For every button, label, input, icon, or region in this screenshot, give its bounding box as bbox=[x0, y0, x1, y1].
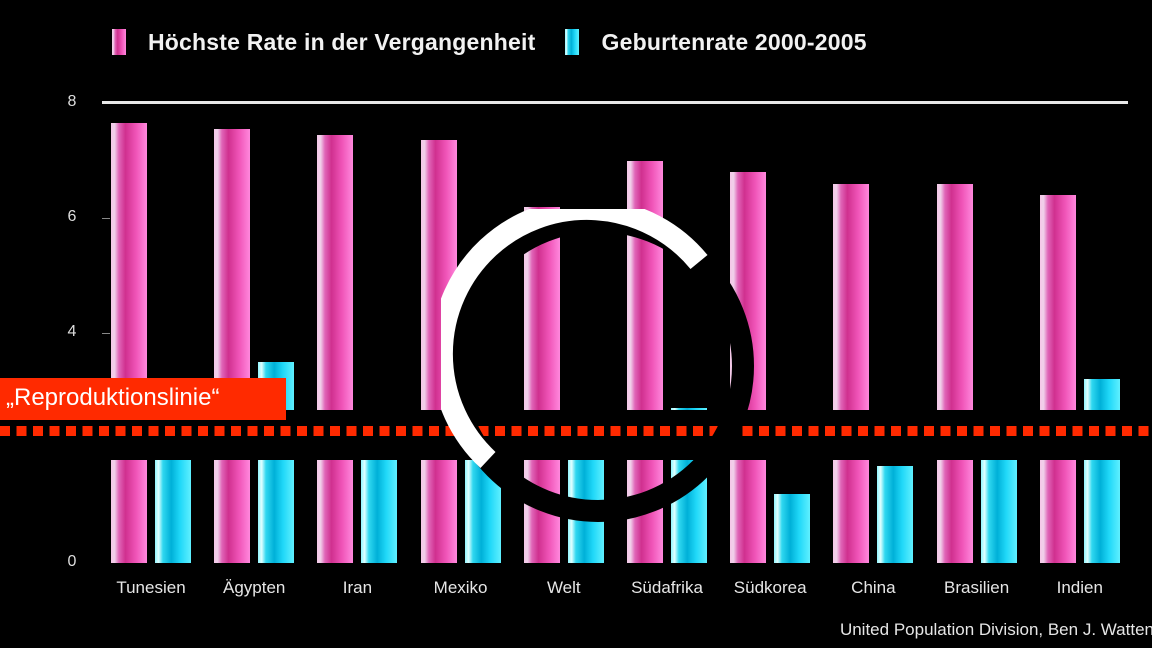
x-axis-label: China bbox=[851, 578, 896, 597]
x-axis-label: Welt bbox=[546, 578, 581, 597]
y-tick-8: 8 bbox=[67, 93, 77, 110]
legend: Höchste Rate in der Vergangenheit Geburt… bbox=[112, 22, 897, 62]
bar-current-lower bbox=[155, 460, 191, 563]
bar-highest-upper bbox=[627, 160, 663, 410]
bar-highest-lower bbox=[420, 460, 457, 563]
x-axis-label: Iran bbox=[342, 578, 373, 597]
y-tick-4: 4 bbox=[67, 323, 77, 340]
bar-current-lower bbox=[774, 494, 811, 563]
legend-label: Höchste Rate in der Vergangenheit bbox=[148, 28, 536, 55]
loading-spinner-icon bbox=[441, 209, 754, 522]
x-axis-label: Ägypten bbox=[222, 578, 286, 597]
bar-highest-upper bbox=[1039, 195, 1076, 410]
bar-current-lower bbox=[877, 465, 914, 563]
reproduction-dotted-line bbox=[0, 426, 1152, 436]
legend-item-birthrate: Geburtenrate 2000-2005 bbox=[565, 28, 867, 56]
y-tick-0: 0 bbox=[67, 553, 77, 570]
legend-swatch-magenta bbox=[112, 29, 126, 55]
bar-current-upper bbox=[1083, 379, 1120, 410]
x-axis-label: Tunesien bbox=[116, 578, 186, 597]
axis-top-line bbox=[102, 101, 1128, 104]
bar-current-lower bbox=[980, 460, 1017, 563]
source-credit: United Population Division, Ben J. Watte… bbox=[839, 620, 1152, 639]
bar-highest-upper bbox=[936, 183, 973, 410]
legend-label: Geburtenrate 2000-2005 bbox=[601, 28, 867, 55]
bar-current-lower bbox=[258, 460, 295, 563]
bar-highest-lower bbox=[1039, 460, 1076, 563]
y-tick-6: 6 bbox=[67, 208, 77, 225]
x-axis-label: Südafrika bbox=[631, 578, 703, 597]
bar-highest-upper bbox=[214, 128, 251, 410]
bar-current-upper bbox=[671, 407, 707, 410]
bar-current-lower bbox=[1083, 460, 1120, 563]
y-tick-mark bbox=[102, 218, 110, 219]
x-axis-label: Südkorea bbox=[733, 578, 807, 597]
bar-highest-lower bbox=[317, 460, 354, 563]
reproduction-line-label: „Reproduktionslinie“ bbox=[0, 378, 286, 420]
reproduction-line-text: „Reproduktionslinie“ bbox=[6, 384, 220, 411]
bar-current-lower bbox=[361, 460, 398, 563]
bar-highest-lower bbox=[833, 460, 870, 563]
bar-highest-lower bbox=[111, 460, 147, 563]
bar-highest-upper bbox=[833, 183, 870, 410]
legend-swatch-cyan bbox=[565, 29, 580, 55]
y-tick-mark bbox=[102, 333, 110, 334]
legend-item-highest-rate: Höchste Rate in der Vergangenheit bbox=[112, 29, 535, 56]
bar-highest-lower bbox=[936, 460, 973, 563]
bar-highest-lower bbox=[730, 460, 767, 563]
bar-highest-upper bbox=[317, 134, 354, 410]
x-axis-label: Mexiko bbox=[433, 578, 488, 597]
x-axis-label: Brasilien bbox=[943, 578, 1010, 597]
bar-highest-upper bbox=[111, 123, 147, 410]
bar-highest-lower bbox=[214, 460, 251, 563]
x-axis-label: Indien bbox=[1056, 578, 1103, 597]
